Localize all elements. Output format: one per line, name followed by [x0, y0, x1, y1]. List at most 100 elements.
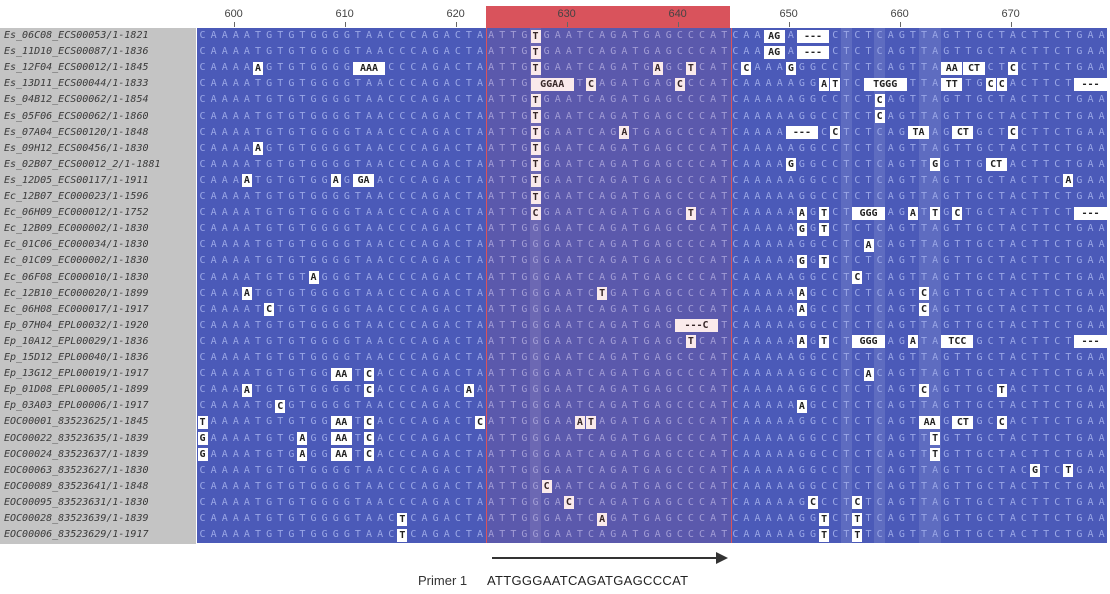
base: G — [288, 174, 295, 186]
base: G — [332, 62, 339, 74]
base: G — [610, 384, 617, 396]
base: T — [1065, 319, 1072, 331]
base: A — [554, 158, 561, 170]
base: C — [854, 239, 861, 251]
base: G — [321, 142, 328, 154]
base: A — [477, 448, 484, 460]
base: T — [632, 287, 639, 299]
base: G — [543, 158, 550, 170]
base: C — [588, 126, 595, 138]
base: C — [399, 464, 406, 476]
base: A — [443, 287, 450, 299]
base: A — [554, 319, 561, 331]
base: T — [921, 142, 928, 154]
base: G — [665, 94, 672, 106]
base: T — [1032, 62, 1039, 74]
base: C — [987, 384, 994, 396]
base: G — [643, 335, 650, 347]
base: T — [632, 529, 639, 541]
base: A — [710, 335, 717, 347]
base: A — [366, 255, 373, 267]
base: C — [410, 110, 417, 122]
base: G — [521, 223, 528, 235]
base: A — [243, 368, 250, 380]
base: A — [1098, 529, 1105, 541]
base: A — [621, 352, 628, 363]
base: T — [954, 46, 961, 58]
base: A — [366, 78, 373, 90]
base: A — [377, 368, 384, 380]
base: T — [465, 191, 472, 202]
base: C — [1054, 400, 1061, 412]
variant-base: T — [530, 45, 541, 59]
base: G — [943, 319, 950, 331]
base: C — [676, 384, 683, 396]
base: T — [255, 271, 262, 283]
variant-base: T — [530, 29, 541, 43]
base: C — [876, 432, 883, 444]
base: T — [998, 513, 1005, 524]
base: A — [477, 303, 484, 315]
base: A — [210, 448, 217, 460]
base: A — [621, 191, 628, 202]
base: C — [1054, 513, 1061, 524]
base: C — [1054, 352, 1061, 363]
base: G — [332, 384, 339, 396]
base: T — [354, 368, 361, 380]
variant-base: G — [796, 254, 807, 268]
base: A — [621, 432, 628, 444]
base: A — [754, 529, 761, 541]
base: A — [221, 319, 228, 331]
base: C — [732, 30, 739, 41]
base: A — [654, 480, 661, 492]
base: G — [332, 464, 339, 476]
base: A — [765, 368, 772, 380]
base: G — [266, 384, 273, 396]
base: A — [743, 158, 750, 170]
base: A — [377, 46, 384, 58]
base: C — [199, 94, 206, 106]
base: G — [610, 271, 617, 283]
base: A — [932, 46, 939, 58]
base: A — [776, 368, 783, 380]
base: A — [787, 400, 794, 412]
base: A — [1098, 368, 1105, 380]
base: A — [488, 448, 495, 460]
sequence-name: Ec_06F08_EC000010/1-1830 — [4, 271, 149, 283]
base: C — [410, 94, 417, 106]
base: C — [454, 142, 461, 154]
base: A — [710, 110, 717, 122]
base: A — [654, 142, 661, 154]
base: A — [232, 432, 239, 444]
base: G — [432, 62, 439, 74]
base: T — [909, 513, 916, 524]
base: A — [621, 239, 628, 251]
base: T — [576, 496, 583, 508]
base: T — [255, 319, 262, 331]
base: C — [854, 46, 861, 58]
base: C — [687, 142, 694, 154]
base: G — [266, 255, 273, 267]
ruler-tick-label: 600 — [224, 8, 243, 20]
base: T — [965, 207, 972, 219]
base: T — [1065, 62, 1072, 74]
base: A — [565, 191, 572, 202]
base: G — [610, 529, 617, 541]
base: A — [1098, 416, 1105, 428]
base: T — [354, 335, 361, 347]
base: A — [599, 126, 606, 138]
base: A — [743, 255, 750, 267]
conserved-column-shade — [874, 28, 886, 544]
base: T — [1065, 191, 1072, 202]
base: A — [754, 496, 761, 508]
base: T — [510, 46, 517, 58]
base: C — [687, 46, 694, 58]
base: A — [710, 142, 717, 154]
base: A — [710, 400, 717, 412]
base: T — [499, 30, 506, 41]
base: A — [765, 62, 772, 74]
base: A — [565, 416, 572, 428]
base: A — [654, 464, 661, 476]
base: G — [643, 46, 650, 58]
base: C — [676, 94, 683, 106]
